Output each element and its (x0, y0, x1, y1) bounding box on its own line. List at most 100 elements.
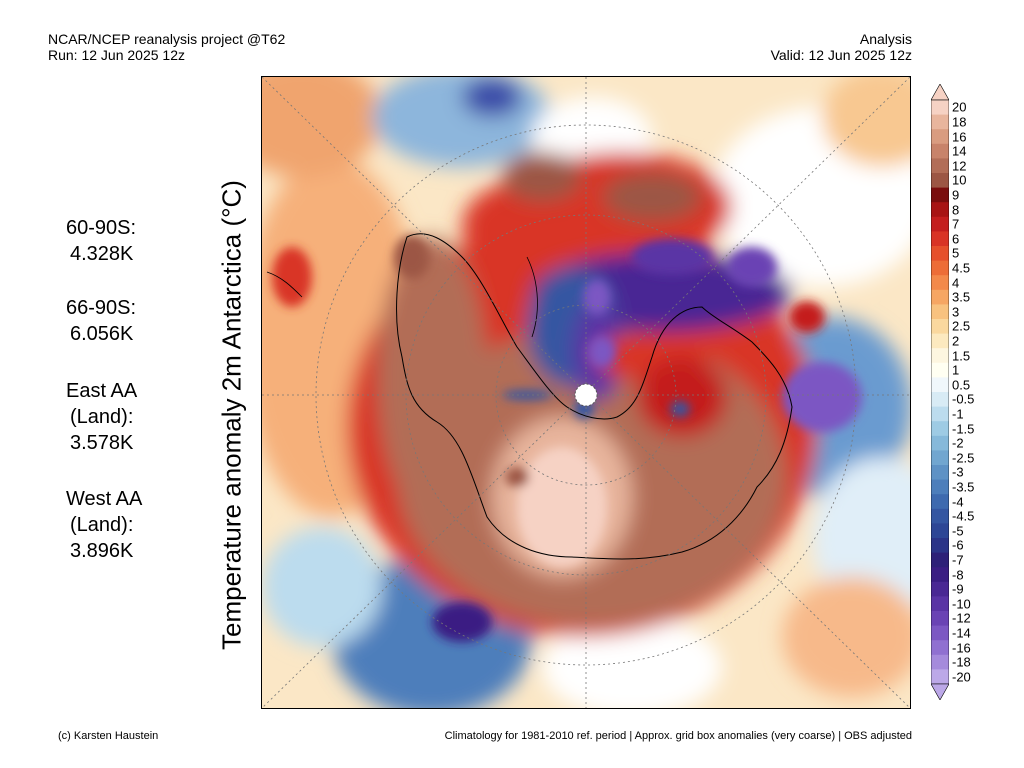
colorbar-cell (931, 640, 949, 656)
valid-time: Valid: 12 Jun 2025 12z (770, 47, 912, 63)
colorbar-cell (931, 275, 949, 291)
coastline-segment (526, 256, 538, 338)
colorbar-label: 18 (952, 114, 967, 130)
colorbar-cell (931, 596, 949, 612)
stat-label: 60-90S: (66, 217, 137, 239)
header-left: NCAR/NCEP reanalysis project @T62 Run: 1… (48, 31, 285, 63)
anomaly-area-warm (782, 577, 910, 697)
anomaly-area-warm (262, 77, 382, 177)
colorbar-label: 12 (952, 158, 967, 174)
colorbar-label: -2.5 (952, 450, 975, 466)
header-right: Analysis Valid: 12 Jun 2025 12z (771, 31, 912, 63)
anomaly-area-cold (782, 362, 862, 432)
stat-value: 3.896K (70, 540, 134, 562)
colorbar-label: 4.5 (952, 260, 971, 276)
colorbar-label: -8 (952, 567, 964, 582)
colorbar-label: -18 (952, 654, 971, 670)
colorbar-label: 6 (952, 231, 960, 247)
analysis-label: Analysis (859, 31, 912, 47)
colorbar-cell (931, 611, 949, 627)
colorbar-label: 2 (952, 333, 960, 349)
colorbar-label: 4 (952, 275, 960, 290)
stat-60-90s: 60-90S: 4.328K (66, 215, 136, 267)
latitude-circle (495, 304, 677, 486)
colorbar-label: -0.5 (952, 391, 975, 407)
colorbar-label: -4 (952, 494, 964, 509)
map-svg (262, 77, 910, 708)
colorbar-cell (931, 319, 949, 335)
colorbar-label: -4.5 (952, 508, 975, 524)
anomaly-area-cold (588, 336, 616, 368)
colorbar-label: 3.5 (952, 289, 971, 305)
colorbar-cell (931, 669, 949, 685)
copyright: (c) Karsten Haustein (58, 730, 159, 742)
latitude-circle (405, 214, 767, 576)
stat-label-sub: (Land): (70, 406, 134, 428)
meridian-line (262, 77, 910, 708)
colorbar-cell (931, 304, 949, 320)
anomaly-area-cold (462, 77, 522, 117)
colorbar-cell (931, 508, 949, 524)
graticule (262, 77, 910, 708)
anomaly-area-cold (432, 602, 492, 642)
run-time: Run: 12 Jun 2025 12z (48, 47, 185, 63)
anomaly-area-warm (602, 172, 702, 222)
anomaly-area-cold (632, 239, 712, 275)
colorbar-label: 8 (952, 202, 960, 217)
colorbar-cell (931, 216, 949, 232)
colorbar-label: -2 (952, 435, 964, 451)
stat-66-90s: 66-90S: 6.056K (66, 295, 136, 347)
colorbar-label: -16 (952, 640, 971, 655)
anomaly-area-cold (583, 279, 611, 315)
anomaly-area-warm (637, 357, 727, 437)
colorbar-cell (931, 333, 949, 349)
stat-value: 3.578K (70, 432, 134, 454)
south-pole-marker (574, 383, 598, 407)
colorbar-cell (931, 100, 949, 116)
colorbar-label: 14 (952, 143, 967, 159)
anomaly-area-cold (727, 247, 777, 287)
anomaly-area-warm (517, 447, 607, 567)
colorbar-label: 1 (952, 362, 960, 378)
anomaly-area-neutral (542, 617, 722, 708)
colorbar-label: -12 (952, 610, 971, 626)
anomaly-area-warm (272, 247, 312, 307)
stat-west-aa: West AA (Land): 3.896K (66, 486, 142, 564)
colorbar-label: -3.5 (952, 479, 975, 495)
colorbar-cell (931, 494, 949, 510)
colorbar-cell (931, 289, 949, 305)
anomaly-area-warm (822, 77, 910, 167)
colorbar-label: -10 (952, 596, 971, 612)
colorbar-cells (931, 99, 949, 685)
anomaly-field (262, 77, 910, 708)
colorbar-label: 9 (952, 187, 960, 203)
colorbar-cell (931, 552, 949, 568)
antarctica-coastline (396, 233, 793, 560)
colorbar-cell (931, 523, 949, 539)
colorbar-cell (931, 465, 949, 481)
colorbar-label: -9 (952, 581, 964, 597)
colorbar-cell (931, 231, 949, 247)
anomaly-area-warm (505, 467, 529, 487)
anomaly-area-warm (502, 152, 582, 202)
colorbar-cell (931, 479, 949, 495)
colorbar-label: -1.5 (952, 421, 975, 436)
colorbar-cell (931, 538, 949, 554)
anomaly-area-warm (789, 301, 825, 333)
colorbar-label: -5 (952, 523, 964, 539)
latitude-circle (315, 124, 857, 666)
colorbar-cell (931, 581, 949, 597)
anomaly-area-warm (377, 237, 487, 517)
anomaly-field-detail (272, 235, 862, 642)
model-title: NCAR/NCEP reanalysis project @T62 (48, 31, 286, 47)
colorbar-label: -7 (952, 552, 964, 568)
colorbar (931, 84, 949, 700)
colorbar-cell (931, 173, 949, 189)
colorbar-label: 10 (952, 172, 967, 188)
colorbar-cell (931, 421, 949, 437)
colorbar-cell (931, 362, 949, 378)
colorbar-label: 20 (952, 99, 967, 115)
colorbar-cell (931, 567, 949, 583)
colorbar-label: 7 (952, 216, 960, 232)
colorbar-cell (931, 392, 949, 408)
